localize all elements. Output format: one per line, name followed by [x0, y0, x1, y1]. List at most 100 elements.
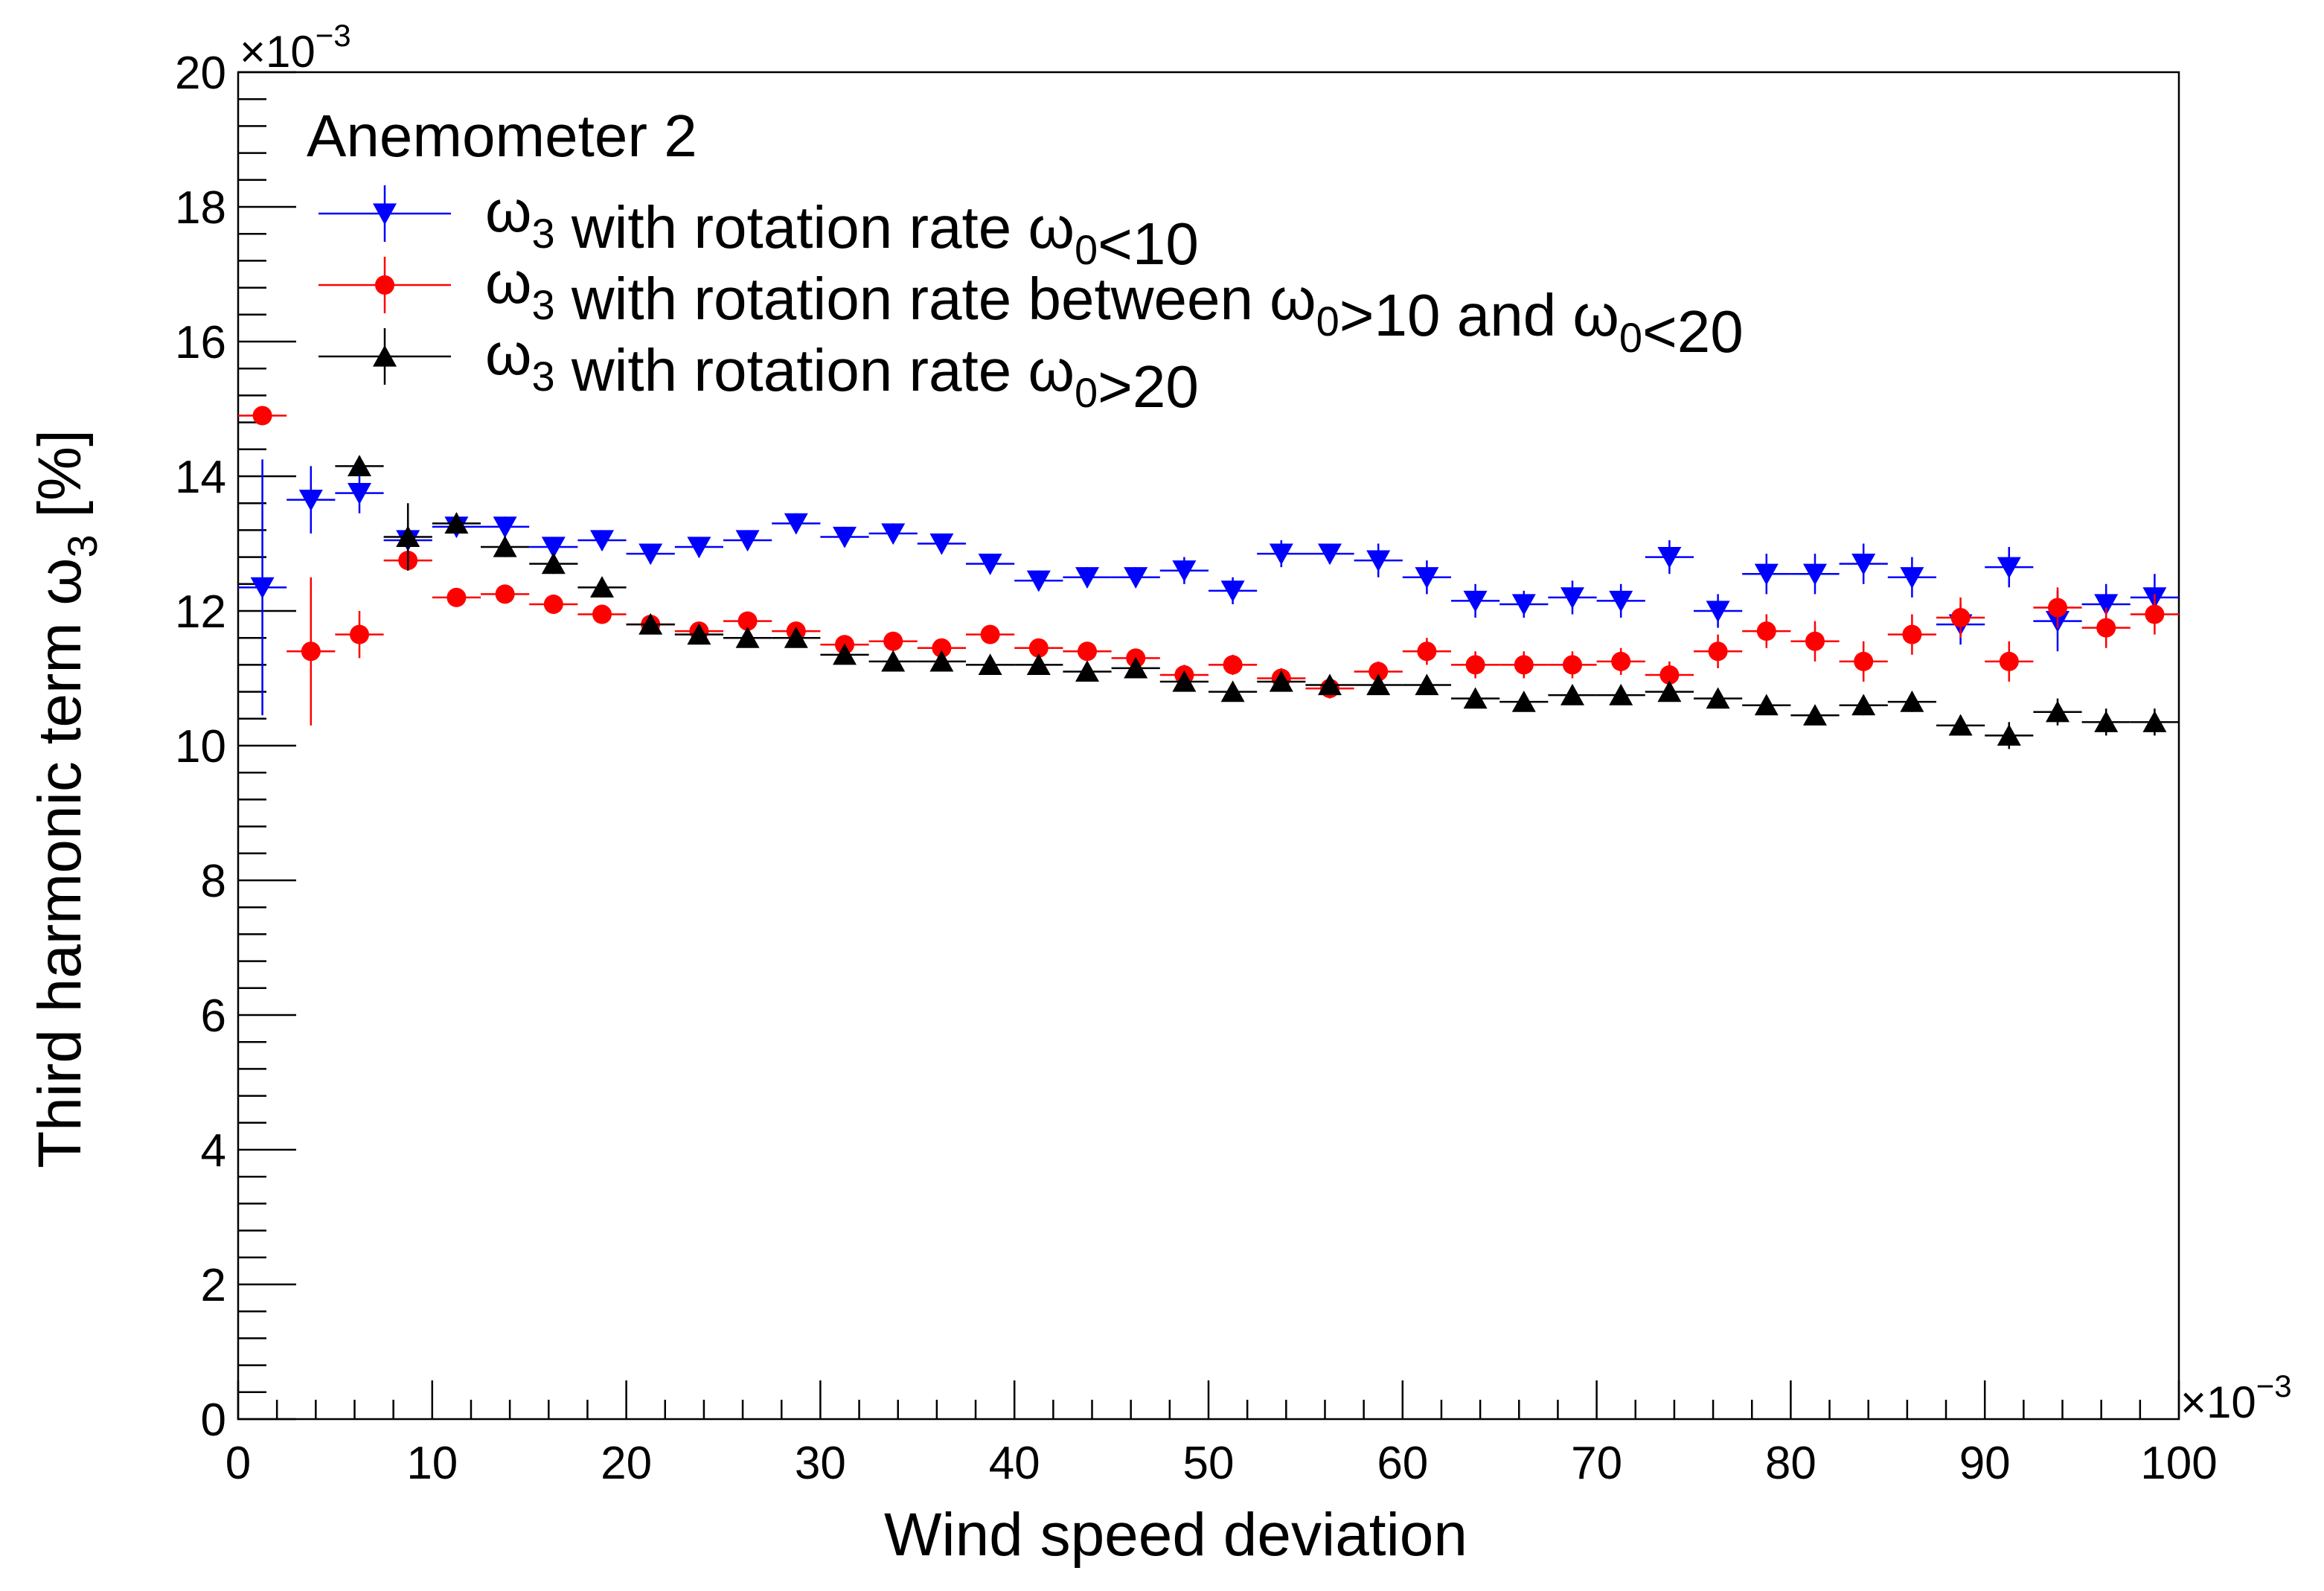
- data-point: [2046, 700, 2069, 723]
- legend-marker: [373, 203, 397, 225]
- data-point: [1269, 543, 1293, 566]
- data-point: [1657, 547, 1682, 569]
- y-tick-label: 2: [201, 1260, 226, 1311]
- data-point: [1415, 567, 1439, 589]
- data-point: [1124, 567, 1148, 589]
- y-tick-label: 18: [175, 182, 226, 234]
- x-tick-label: 10: [406, 1438, 458, 1489]
- data-point: [1560, 683, 1584, 705]
- data-point: [1997, 557, 2021, 579]
- y-tick-label: 12: [175, 586, 226, 638]
- data-point: [1754, 694, 1779, 716]
- data-point: [784, 513, 808, 535]
- data-point: [1999, 651, 2019, 671]
- data-point: [1609, 590, 1633, 612]
- legend-header: Anemometer 2: [307, 103, 697, 169]
- data-point: [687, 537, 711, 559]
- data-point: [348, 455, 371, 477]
- data-point: [590, 530, 614, 552]
- data-point: [252, 406, 272, 426]
- x-tick-label: 0: [225, 1438, 251, 1489]
- x-tick-label: 90: [1959, 1438, 2011, 1489]
- x-tick-label: 60: [1377, 1438, 1428, 1489]
- data-point: [883, 631, 903, 651]
- y-axis-title-main: Third harmonic term ω: [26, 558, 94, 1168]
- data-point: [495, 584, 515, 604]
- data-point: [1560, 587, 1584, 609]
- data-point: [543, 594, 563, 614]
- data-point: [1463, 590, 1488, 612]
- data-point: [1028, 638, 1049, 658]
- data-point: [1220, 680, 1245, 702]
- legend-marker: [375, 275, 394, 295]
- data-point: [1657, 680, 1682, 702]
- data-point: [444, 512, 469, 534]
- data-point: [1172, 670, 1197, 692]
- y-tick-label: 0: [201, 1395, 226, 1446]
- data-point: [1026, 570, 1051, 592]
- legend-label: ω3 with rotation rate between ω0>10 and …: [485, 249, 1744, 365]
- legend-label: ω3 with rotation rate ω0>20: [485, 321, 1199, 420]
- data-point: [1756, 621, 1776, 641]
- data-point: [737, 611, 758, 631]
- data-point: [2145, 604, 2165, 624]
- legend-entry-2: ω3 with rotation rate between ω0>10 and …: [318, 249, 1744, 365]
- data-point: [446, 587, 467, 607]
- data-point: [1563, 655, 1582, 675]
- y-tick-label: 20: [175, 48, 226, 99]
- data-point: [1223, 655, 1243, 675]
- y-tick-label: 16: [175, 317, 226, 368]
- data-point: [1026, 653, 1051, 675]
- data-point: [541, 537, 566, 559]
- data-point: [1369, 662, 1389, 682]
- y-axis-title-subscript: 3: [59, 534, 106, 557]
- data-point: [929, 533, 954, 555]
- data-point: [833, 643, 857, 665]
- data-point: [978, 554, 1002, 575]
- data-point: [2048, 598, 2067, 618]
- y-axis-title: Third harmonic term ω3 [%]: [26, 429, 106, 1168]
- data-point: [2142, 711, 2167, 732]
- y-tick-label: 4: [201, 1125, 226, 1177]
- data-point: [1754, 563, 1779, 586]
- y-exponent-label: ×10−3: [240, 18, 351, 77]
- data-point: [493, 535, 517, 557]
- data-point: [1514, 655, 1534, 675]
- data-point: [1803, 563, 1827, 586]
- axis-ticks: [237, 71, 2180, 1421]
- data-point: [881, 650, 906, 672]
- data-point: [350, 624, 369, 644]
- data-point: [1706, 687, 1730, 709]
- data-point: [833, 526, 857, 548]
- x-exponent-base: ×10: [2180, 1377, 2256, 1427]
- y-tick-label: 8: [201, 856, 226, 907]
- data-point: [1417, 641, 1437, 662]
- data-point: [1854, 651, 1874, 671]
- data-point: [980, 624, 1000, 644]
- data-point: [1948, 714, 1973, 736]
- data-point: [1900, 567, 1924, 589]
- data-point: [541, 552, 566, 574]
- x-axis-title: Wind speed deviation: [884, 1501, 1467, 1569]
- data-point: [1803, 704, 1827, 726]
- x-exponent-power: −3: [2256, 1368, 2292, 1403]
- data-series: [238, 406, 2179, 749]
- x-tick-label: 20: [601, 1438, 652, 1489]
- data-point: [638, 543, 663, 566]
- legend-label: ω3 with rotation rate ω0<10: [485, 178, 1199, 277]
- data-point: [687, 623, 711, 645]
- data-point: [735, 627, 760, 648]
- data-point: [1172, 560, 1197, 582]
- x-tick-labels: 0 10 20 30 40 50 60 70 80 90 100: [225, 1438, 2218, 1489]
- data-point: [1902, 624, 1922, 644]
- data-point: [978, 653, 1002, 675]
- x-tick-label: 80: [1765, 1438, 1816, 1489]
- y-tick-label: 10: [175, 721, 226, 772]
- data-point: [1706, 601, 1730, 623]
- data-point: [735, 530, 760, 552]
- data-point: [784, 627, 808, 648]
- data-point: [1611, 651, 1631, 671]
